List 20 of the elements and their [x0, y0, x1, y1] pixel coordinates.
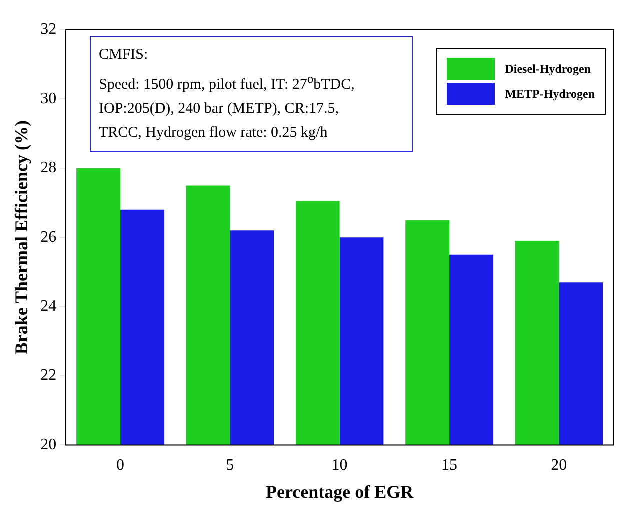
annotation: Speed: 1500 rpm, pilot fuel, IT: 27$^{o}$bTDC, [99, 71, 356, 95]
x-tick-label: 10 [332, 457, 348, 474]
annotation: TRCC, Hydrogen flow rate: 0.25 kg/h [99, 124, 329, 143]
annotation: IOP:205(D), 240 bar (METP), CR:17.5, [99, 100, 340, 119]
legend-label: METP-Hydrogen [505, 86, 595, 102]
y-tick-label: 30 [40, 90, 57, 108]
y-tick-label: 22 [40, 367, 57, 384]
y-tick-label: 28 [40, 160, 57, 177]
y-tick-label: 24 [40, 298, 57, 316]
y-tick-label: 32 [40, 21, 57, 38]
x-axis-title: Percentage of EGR [266, 482, 415, 502]
y-tick-label: 26 [40, 228, 57, 246]
x-tick-label: 0 [116, 457, 124, 474]
y-tick-label: 20 [40, 436, 57, 454]
annotation: CMFIS: [99, 46, 150, 65]
x-tick-label: 20 [551, 457, 568, 474]
y-axis-title: Brake Thermal Efficiency (%) [11, 120, 32, 355]
legend-label: Diesel-Hydrogen [505, 62, 591, 76]
x-tick-label: 15 [441, 457, 458, 474]
x-tick-label: 5 [226, 457, 234, 474]
